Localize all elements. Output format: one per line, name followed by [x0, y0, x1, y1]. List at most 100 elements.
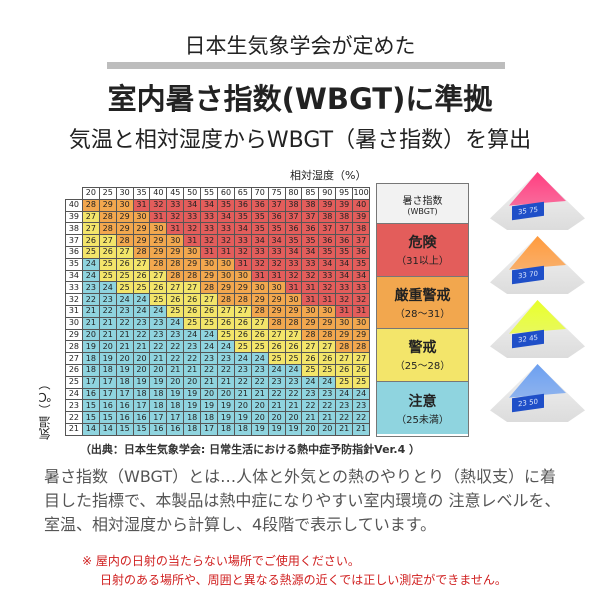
wbgt-cell: 29 — [217, 281, 235, 295]
wbgt-cell: 20 — [217, 387, 235, 401]
legend-level-name: 注意 — [408, 393, 437, 410]
table-row: 40 28 29 30 31 32 33 34 34 35 36 36 37 38 38 39 39 40 — [65, 198, 371, 212]
wbgt-cell: 34 — [335, 257, 354, 271]
wbgt-cell: 30 — [200, 257, 219, 271]
wbgt-cell: 29 — [267, 293, 286, 306]
temperature-tick: 39 — [65, 210, 83, 224]
wbgt-cell: 25 — [217, 328, 235, 342]
wbgt-cell: 21 — [166, 363, 185, 377]
wbgt-cell: 18 — [233, 422, 252, 436]
wbgt-cell: 25 — [284, 352, 303, 365]
wbgt-cell: 32 — [250, 257, 269, 271]
wbgt-cell: 19 — [115, 363, 134, 377]
wbgt-cell: 35 — [301, 234, 320, 247]
wbgt-cell: 40 — [352, 198, 371, 212]
wbgt-cell: 28 — [352, 340, 371, 354]
wbgt-cell: 21 — [284, 399, 303, 413]
wbgt-cell: 37 — [301, 210, 320, 224]
wbgt-cell: 28 — [166, 269, 185, 283]
wbgt-cell: 37 — [284, 210, 303, 224]
table-row: 35 24 25 26 27 28 28 29 30 30 31 32 32 33 33 34 34 35 — [65, 257, 371, 271]
wbgt-cell: 25 — [81, 245, 100, 259]
wbgt-cell: 26 — [149, 281, 168, 295]
wbgt-cell: 34 — [250, 234, 269, 247]
wbgt-cell: 28 — [98, 222, 117, 236]
wbgt-cell: 38 — [284, 198, 303, 212]
wbgt-cell: 38 — [301, 198, 320, 212]
wbgt-cell: 18 — [183, 422, 202, 436]
wbgt-cell: 16 — [81, 387, 100, 401]
table-row: 23 15 16 16 17 18 18 19 19 19 20 20 21 21 22 22 23 23 — [65, 399, 371, 413]
wbgt-cell: 21 — [81, 304, 100, 318]
wbgt-cell: 19 — [183, 399, 202, 413]
wbgt-cell: 28 — [217, 293, 235, 306]
humidity-tick: 30 — [115, 187, 134, 200]
wbgt-cell: 23 — [115, 304, 134, 318]
wbgt-cell: 23 — [200, 352, 219, 365]
table-row: 30 21 21 22 23 23 24 25 25 26 26 27 28 28 29 29 30 30 — [65, 316, 371, 330]
table-row: 27 18 19 20 20 21 22 22 23 23 24 24 25 25 26 26 27 27 — [65, 352, 371, 365]
wbgt-cell: 39 — [352, 210, 371, 224]
wbgt-cell: 20 — [81, 328, 100, 342]
wbgt-cell: 33 — [284, 257, 303, 271]
temperature-tick: 38 — [65, 222, 83, 236]
wbgt-cell: 25 — [250, 340, 269, 354]
wbgt-cell: 27 — [200, 293, 219, 306]
wbgt-cell: 21 — [318, 411, 337, 424]
wbgt-cell: 30 — [267, 281, 286, 295]
wbgt-cell: 21 — [200, 375, 219, 389]
pyramid-lamp-image: 35 75 — [490, 172, 585, 232]
wbgt-cell: 31 — [183, 234, 202, 247]
wbgt-cell: 26 — [233, 328, 252, 342]
humidity-tick: 25 — [98, 187, 117, 200]
wbgt-cell: 28 — [301, 328, 320, 342]
wbgt-cell: 24 — [352, 387, 371, 401]
wbgt-cell: 28 — [335, 340, 354, 354]
wbgt-cell: 36 — [284, 222, 303, 236]
wbgt-cell: 18 — [183, 411, 202, 424]
wbgt-cell: 34 — [217, 210, 235, 224]
wbgt-cell: 23 — [301, 387, 320, 401]
temperature-tick: 34 — [65, 269, 83, 283]
wbgt-cell: 35 — [250, 210, 269, 224]
wbgt-cell: 23 — [132, 316, 151, 330]
wbgt-cell: 22 — [98, 304, 117, 318]
wbgt-cell: 26 — [267, 340, 286, 354]
wbgt-cell: 22 — [183, 352, 202, 365]
humidity-tick: 45 — [166, 187, 185, 200]
wbgt-cell: 24 — [250, 352, 269, 365]
wbgt-cell: 21 — [149, 352, 168, 365]
wbgt-cell: 36 — [318, 234, 337, 247]
note-line: ※ 屋内の日射の当たらない場所でご使用ください。 — [82, 554, 360, 568]
legend-item: 警戒 （25～28） — [377, 329, 468, 382]
wbgt-cell: 22 — [284, 387, 303, 401]
wbgt-cell: 26 — [132, 269, 151, 283]
wbgt-cell: 26 — [352, 363, 371, 377]
wbgt-cell: 30 — [149, 222, 168, 236]
pyramid-lamp-image: 33 70 — [490, 236, 585, 296]
temperature-tick: 26 — [65, 363, 83, 377]
temperature-tick: 24 — [65, 387, 83, 401]
wbgt-cell: 33 — [318, 269, 337, 283]
wbgt-cell: 24 — [200, 328, 219, 342]
wbgt-cell: 31 — [335, 304, 354, 318]
wbgt-cell: 30 — [284, 293, 303, 306]
wbgt-cell: 23 — [98, 293, 117, 306]
wbgt-cell: 32 — [217, 234, 235, 247]
wbgt-cell: 35 — [217, 198, 235, 212]
wbgt-cell: 22 — [335, 411, 354, 424]
wbgt-cell: 28 — [233, 293, 252, 306]
wbgt-cell: 24 — [200, 340, 219, 354]
wbgt-cell: 19 — [132, 375, 151, 389]
wbgt-cell: 32 — [149, 198, 168, 212]
temperature-tick: 33 — [65, 281, 83, 295]
wbgt-cell: 24 — [233, 352, 252, 365]
wbgt-cell: 15 — [115, 422, 134, 436]
wbgt-cell: 35 — [267, 222, 286, 236]
table-row: 38 27 28 29 29 30 31 32 33 33 34 35 35 36 36 37 37 38 — [65, 222, 371, 236]
wbgt-cell: 23 — [335, 399, 354, 413]
wbgt-cell: 28 — [250, 304, 269, 318]
legend: 暑さ指数 (WBGT) 危険 （31以上） 厳重警戒 （28～31） 警戒 （25～28）… — [376, 183, 469, 437]
wbgt-cell: 27 — [352, 352, 371, 365]
wbgt-cell: 22 — [301, 399, 320, 413]
